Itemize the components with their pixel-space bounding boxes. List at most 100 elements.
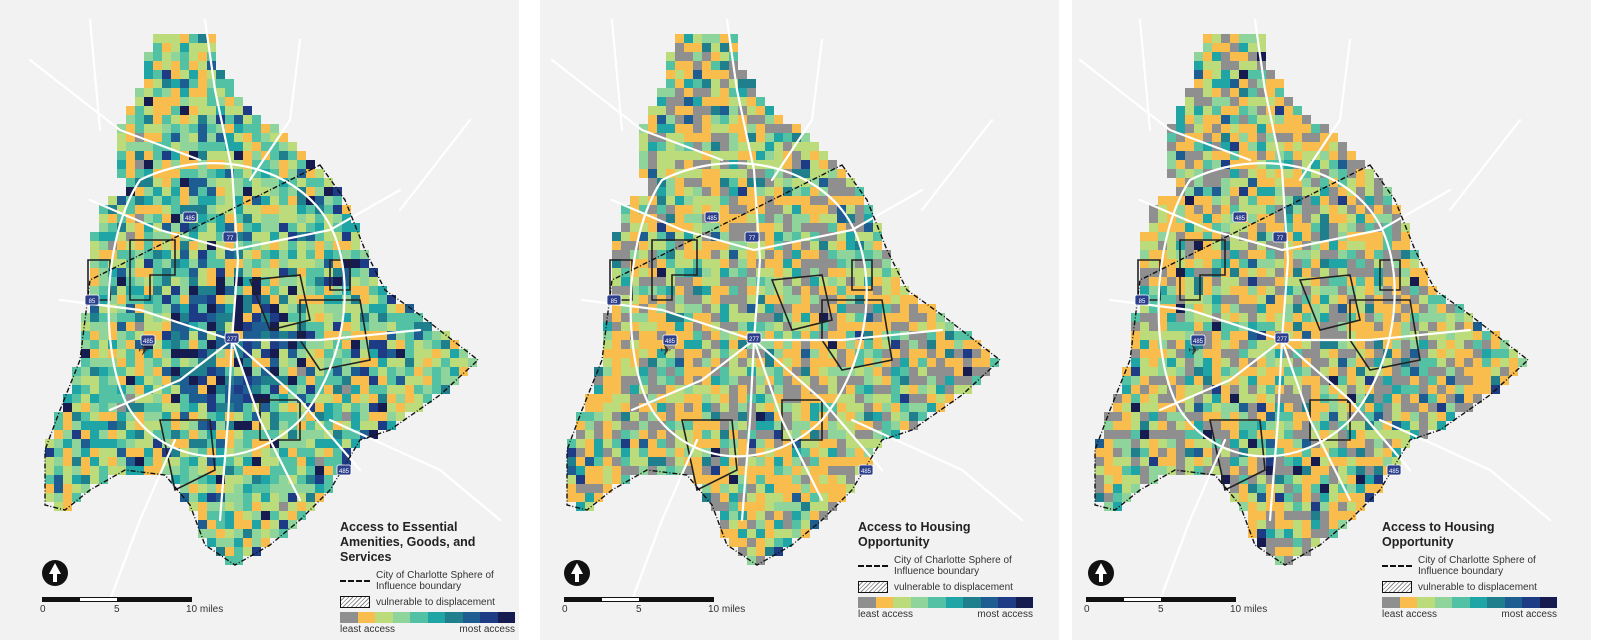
ramp-swatch: [1434, 597, 1452, 608]
svg-text:485: 485: [143, 339, 154, 345]
ramp-swatch: [928, 597, 946, 608]
scale-label-5: 5: [114, 604, 120, 615]
highway-shield-icon: 485: [1232, 211, 1248, 223]
svg-text:277: 277: [749, 337, 760, 343]
color-ramp: [340, 612, 515, 623]
legend-vulnerable: vulnerable to displacement: [858, 581, 1033, 593]
highway-shield-icon: 485: [858, 464, 874, 476]
scale-label-10: 10 miles: [186, 604, 224, 615]
ramp-swatch: [875, 597, 893, 608]
svg-text:85: 85: [1139, 299, 1146, 305]
highway-shield-icon: 77: [1272, 231, 1288, 243]
most-access-label: most access: [977, 609, 1033, 620]
svg-text:277: 277: [1277, 337, 1288, 343]
hatch-symbol: [340, 596, 370, 608]
ramp-swatch: [462, 612, 480, 623]
highway-shield-icon: 277: [746, 332, 762, 344]
highway-shield-icon: 77: [222, 231, 238, 243]
ramp-swatch: [910, 597, 928, 608]
legend: Access to Housing Opportunity City of Ch…: [1382, 520, 1557, 620]
ramp-swatch: [945, 597, 963, 608]
scale-bar: [564, 597, 714, 602]
svg-text:485: 485: [185, 216, 196, 222]
map-panel-housing-b: 485 77 85 277 485 485 ✈ Access to Housing Oppo…: [1072, 0, 1591, 640]
hatch-symbol: [1382, 581, 1412, 593]
highway-shield-icon: 85: [84, 294, 100, 306]
scale-label-10: 10 miles: [708, 604, 746, 615]
legend-vulnerable: vulnerable to displacement: [1382, 581, 1557, 593]
ramp-swatch: [858, 597, 876, 608]
legend-boundary: City of Charlotte Sphere of Influence bo…: [340, 570, 515, 592]
svg-text:77: 77: [749, 236, 756, 242]
highway-shield-icon: 485: [1386, 464, 1402, 476]
scale-label-5: 5: [1158, 604, 1164, 615]
svg-text:485: 485: [1389, 469, 1400, 475]
svg-text:77: 77: [227, 236, 234, 242]
most-access-label: most access: [1501, 609, 1557, 620]
svg-text:485: 485: [339, 469, 350, 475]
airport-icon: ✈: [138, 342, 150, 358]
highway-shield-icon: 485: [140, 334, 156, 346]
legend: Access to Essential Amenities, Goods, an…: [340, 520, 515, 635]
ramp-swatch: [375, 612, 393, 623]
svg-text:485: 485: [1193, 339, 1204, 345]
legend: Access to Housing Opportunity City of Ch…: [858, 520, 1033, 620]
legend-title: Access to Housing Opportunity: [858, 520, 971, 549]
ramp-swatch: [1417, 597, 1435, 608]
highway-shield-icon: 277: [1274, 332, 1290, 344]
boundary-label: City of Charlotte Sphere of Influence bo…: [1418, 555, 1536, 577]
ramp-swatch: [998, 597, 1016, 608]
ramp-swatch: [410, 612, 428, 623]
scale-label-10: 10 miles: [1230, 604, 1268, 615]
north-arrow-icon: [42, 560, 68, 586]
svg-text:77: 77: [1277, 236, 1284, 242]
legend-boundary: City of Charlotte Sphere of Influence bo…: [1382, 555, 1557, 577]
boundary-label: City of Charlotte Sphere of Influence bo…: [894, 555, 1012, 577]
least-access-label: least access: [1382, 609, 1438, 620]
highway-shield-icon: 485: [182, 211, 198, 223]
boundary-label: City of Charlotte Sphere of Influence bo…: [376, 570, 494, 592]
svg-text:85: 85: [89, 299, 96, 305]
ramp-swatch: [340, 612, 358, 623]
ramp-swatch: [445, 612, 463, 623]
color-ramp: [858, 597, 1033, 608]
ramp-swatch: [497, 612, 515, 623]
scale-label-0: 0: [562, 604, 568, 615]
ramp-swatch: [1487, 597, 1505, 608]
least-access-label: least access: [858, 609, 914, 620]
legend-boundary: City of Charlotte Sphere of Influence bo…: [858, 555, 1033, 577]
legend-title: Access to Housing Opportunity: [1382, 520, 1495, 549]
ramp-swatch: [427, 612, 445, 623]
boundary-line-symbol: [858, 559, 888, 567]
svg-text:485: 485: [707, 216, 718, 222]
vulnerable-label: vulnerable to displacement: [1418, 581, 1537, 593]
scale-label-5: 5: [636, 604, 642, 615]
ramp-swatch: [893, 597, 911, 608]
legend-title: Access to Essential Amenities, Goods, an…: [340, 520, 476, 564]
ramp-swatch: [1469, 597, 1487, 608]
ramp-swatch: [1522, 597, 1540, 608]
ramp-swatch: [480, 612, 498, 623]
least-access-label: least access: [340, 624, 396, 635]
svg-text:485: 485: [1235, 216, 1246, 222]
scale-label-0: 0: [40, 604, 46, 615]
highway-shield-icon: 77: [744, 231, 760, 243]
svg-text:485: 485: [861, 469, 872, 475]
ramp-swatch: [1015, 597, 1033, 608]
ramp-swatch: [1452, 597, 1470, 608]
svg-text:277: 277: [227, 337, 238, 343]
north-arrow-icon: [564, 560, 590, 586]
ramp-swatch: [1382, 597, 1400, 608]
scale-bar: [42, 597, 192, 602]
highway-shield-icon: 85: [1134, 294, 1150, 306]
airport-icon: ✈: [1188, 342, 1200, 358]
highway-shield-icon: 485: [1190, 334, 1206, 346]
highway-shield-icon: 485: [662, 334, 678, 346]
ramp-swatch: [1539, 597, 1557, 608]
ramp-swatch: [357, 612, 375, 623]
map-panel-amenities: 485 77 85 277 485 485 ✈ Access to Essential Am…: [0, 0, 519, 640]
most-access-label: most access: [459, 624, 515, 635]
ramp-swatch: [963, 597, 981, 608]
